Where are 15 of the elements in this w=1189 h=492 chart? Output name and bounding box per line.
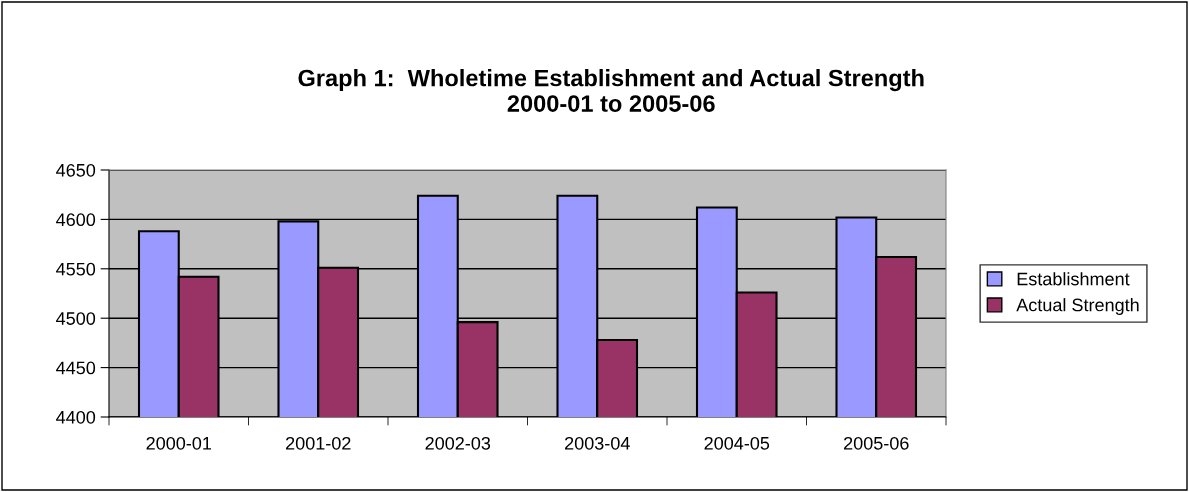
legend-label: Actual Strength [1016, 298, 1139, 315]
y-tick-label: 4500 [56, 312, 96, 325]
y-tick-label: 4600 [56, 213, 96, 227]
y-tick-label: 4650 [56, 163, 96, 177]
y-tick-label: 4400 [56, 410, 96, 424]
y-tick-label: 4550 [56, 262, 96, 276]
legend-label: Establishment [1017, 272, 1130, 286]
x-tick-label: 2001-02 [286, 436, 351, 450]
y-tick-label: 4450 [56, 361, 96, 375]
chart-title: Graph 1: Wholetime Establishment and Actual Strength 2000-01 to 2005-06 [298, 69, 924, 112]
x-tick-label: 2002-03 [425, 436, 491, 450]
x-tick-label: 2000-01 [146, 436, 211, 450]
x-tick-label: 2005-06 [844, 436, 909, 450]
x-tick-label: 2003-04 [565, 436, 630, 450]
x-tick-label: 2004-05 [704, 436, 770, 450]
